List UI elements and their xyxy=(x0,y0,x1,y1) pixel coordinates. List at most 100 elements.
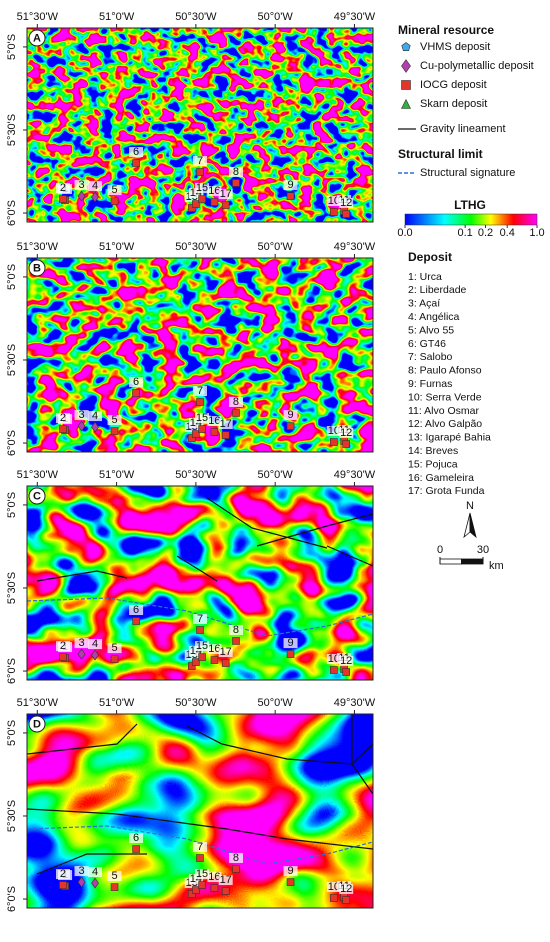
marker-diamond xyxy=(77,190,86,202)
deposit-label: 7 xyxy=(197,613,203,625)
deposit-list-item: 4: Angélica xyxy=(408,311,460,323)
deposit-label: 5 xyxy=(111,184,117,196)
marker-square xyxy=(132,845,140,853)
colorbar-tick-label: 0.2 xyxy=(478,227,493,239)
deposit-label: 10 xyxy=(328,425,340,437)
deposit-label-bg xyxy=(326,654,341,665)
deposit-list-item: 14: Breves xyxy=(408,445,458,457)
deposit-label: 4 xyxy=(92,638,98,650)
deposit-label-bg xyxy=(326,426,341,437)
marker-diamond xyxy=(401,59,411,73)
deposit-label-bg xyxy=(88,181,103,192)
marker-square xyxy=(221,659,230,667)
legend-label: Skarn deposit xyxy=(420,98,487,110)
deposit-list-item: 3: Açaí xyxy=(408,298,440,310)
marker-square xyxy=(110,655,119,663)
deposit-label: 2 xyxy=(60,640,66,652)
deposit-label: 3 xyxy=(78,409,84,421)
deposit-label-bg xyxy=(207,872,222,883)
deposit-label: 15 xyxy=(196,412,208,424)
x-tick-label: 49°30'W xyxy=(334,469,376,481)
deposit-label-bg xyxy=(74,180,89,191)
deposit-label: 17 xyxy=(220,188,232,200)
deposit-label-bg xyxy=(55,641,70,652)
marker-triangle xyxy=(401,98,411,109)
deposit-label: 12 xyxy=(340,197,352,209)
marker-square xyxy=(187,890,196,898)
deposit-list-item: 17: Grota Funda xyxy=(408,485,485,497)
y-tick-label: 6°0'S xyxy=(6,886,18,912)
marker-square xyxy=(192,886,200,894)
deposit-label-bg xyxy=(129,377,144,388)
deposit-label-bg xyxy=(207,186,222,197)
x-tick-label: 51°30'W xyxy=(17,241,59,253)
deposit-label-bg xyxy=(88,411,103,422)
deposit-label-bg xyxy=(339,656,354,667)
marker-square xyxy=(286,192,295,200)
deposit-label-bg xyxy=(218,875,233,886)
deposit-label: 4 xyxy=(92,866,98,878)
map-panel: B 51°30'W 51°0'W 50°30'W 50°0'W 49°30'W 5°0'S 5… xyxy=(6,241,376,456)
x-tick-label: 50°30'W xyxy=(175,241,217,253)
deposit-label-bg xyxy=(339,428,354,439)
marker-square xyxy=(342,210,351,218)
deposit-label: 9 xyxy=(287,865,293,877)
deposit-label-bg xyxy=(129,833,144,844)
north-arrow-right xyxy=(469,512,477,539)
marker-diamond xyxy=(77,648,86,660)
gravity-lineament xyxy=(27,723,138,755)
deposit-label: 6 xyxy=(133,604,139,616)
scale-bar-white xyxy=(439,558,462,565)
scale-label: 0 xyxy=(437,544,443,556)
deposit-label: 7 xyxy=(197,385,203,397)
map-panel: D 51°30'W 51°0'W 50°30'W 50°0'W 49°30'W 5°0'S 5… xyxy=(6,697,376,912)
marker-square xyxy=(342,896,351,904)
deposit-label-bg xyxy=(228,624,243,635)
north-label: N xyxy=(466,500,474,512)
marker-square xyxy=(187,662,196,670)
x-tick-label: 51°0'W xyxy=(99,241,135,253)
marker-square xyxy=(59,195,67,203)
marker-diamond xyxy=(77,420,86,432)
deposit-list-title: Deposit xyxy=(408,250,452,264)
deposit-label-bg xyxy=(283,638,298,649)
deposit-label: 16 xyxy=(208,643,220,655)
marker-square xyxy=(110,883,119,891)
marker-square xyxy=(286,878,295,886)
deposit-label-bg xyxy=(55,183,70,194)
deposit-label-bg xyxy=(228,852,243,863)
deposit-label: 7 xyxy=(197,155,203,167)
marker-square xyxy=(196,168,204,176)
x-tick-label: 50°30'W xyxy=(175,469,217,481)
deposit-label-bg xyxy=(218,189,233,200)
x-tick-label: 50°0'W xyxy=(258,697,294,709)
deposit-label: 12 xyxy=(340,427,352,439)
marker-square xyxy=(210,884,219,892)
marker-square xyxy=(221,887,230,895)
deposit-label: 8 xyxy=(233,166,239,178)
structural-signature xyxy=(27,825,373,865)
legend-title: Mineral resource xyxy=(398,23,494,37)
gravity-lineament xyxy=(36,570,128,582)
deposit-list-item: 5: Alvo 55 xyxy=(408,324,454,336)
deposit-label-bg xyxy=(228,396,243,407)
panel-label: C xyxy=(33,490,41,502)
deposit-label: 2 xyxy=(60,412,66,424)
colorbar-tick-label: 0.0 xyxy=(397,227,412,239)
marker-square xyxy=(286,422,295,430)
map-panel: C 51°30'W 51°0'W 50°30'W 50°0'W 49°30'W 5°0'S 5… xyxy=(6,469,376,684)
y-tick-label: 5°0'S xyxy=(6,492,18,518)
colorbar-tick-label: 0.4 xyxy=(500,227,515,239)
deposit-label: 17 xyxy=(220,646,232,658)
y-tick-label: 5°0'S xyxy=(6,720,18,746)
marker-square xyxy=(192,430,200,438)
marker-square xyxy=(330,438,338,446)
deposit-label: 6 xyxy=(133,376,139,388)
deposit-label-bg xyxy=(55,869,70,880)
deposit-label: 10 xyxy=(328,881,340,893)
panel-frame xyxy=(26,713,374,909)
scale-label: 30 xyxy=(477,544,489,556)
legend-label: Structural signature xyxy=(420,167,515,179)
panel-badge xyxy=(28,29,46,47)
deposit-label: 15 xyxy=(196,640,208,652)
